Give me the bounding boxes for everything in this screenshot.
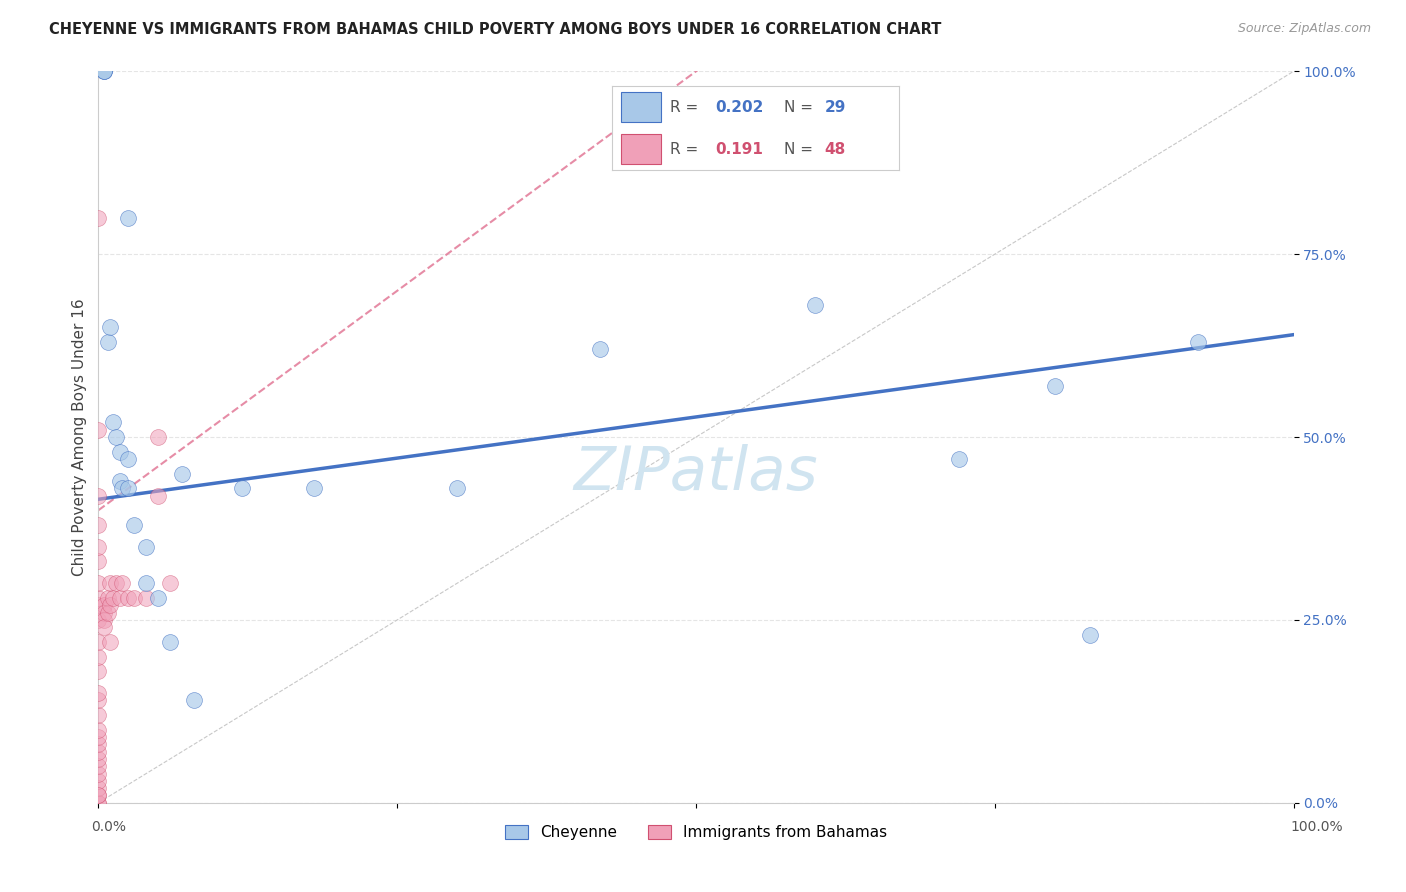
Point: [87, 423, 110, 437]
Point: [87, 730, 110, 744]
Point: [135, 576, 157, 591]
Point: [93, 613, 115, 627]
Point: [87, 211, 110, 225]
Point: [87, 745, 110, 759]
Point: [101, 416, 124, 430]
Point: [87, 599, 110, 613]
Point: [589, 343, 612, 357]
Point: [93, 64, 115, 78]
Point: [117, 211, 139, 225]
Point: [98, 320, 122, 334]
Legend: Cheyenne, Immigrants from Bahamas: Cheyenne, Immigrants from Bahamas: [499, 819, 893, 847]
Y-axis label: Child Poverty Among Boys Under 16: Child Poverty Among Boys Under 16: [72, 298, 87, 576]
Point: [135, 591, 157, 605]
Point: [87, 737, 110, 751]
Point: [87, 554, 110, 568]
Point: [93, 620, 115, 634]
Point: [87, 781, 110, 796]
Point: [108, 474, 131, 488]
Point: [87, 489, 110, 503]
Point: [87, 635, 110, 649]
Point: [446, 481, 468, 495]
Point: [98, 599, 122, 613]
Point: [87, 766, 110, 780]
Point: [124, 591, 146, 605]
Point: [93, 64, 115, 78]
Point: [148, 430, 170, 444]
Point: [93, 599, 115, 613]
Point: [1043, 379, 1066, 393]
Point: [87, 723, 110, 737]
Point: [87, 517, 110, 532]
Point: [87, 789, 110, 803]
Point: [93, 606, 115, 620]
Point: [87, 591, 110, 605]
Point: [87, 686, 110, 700]
Point: [98, 635, 122, 649]
Point: [101, 591, 124, 605]
Point: [135, 540, 157, 554]
Text: CHEYENNE VS IMMIGRANTS FROM BAHAMAS CHILD POVERTY AMONG BOYS UNDER 16 CORRELATIO: CHEYENNE VS IMMIGRANTS FROM BAHAMAS CHIL…: [49, 22, 942, 37]
Point: [948, 452, 970, 467]
Point: [87, 576, 110, 591]
Point: [117, 452, 139, 467]
Point: [87, 752, 110, 766]
Point: [159, 576, 181, 591]
Point: [87, 708, 110, 723]
Point: [108, 444, 131, 458]
Point: [124, 517, 146, 532]
Point: [97, 334, 120, 349]
Point: [1187, 334, 1209, 349]
Point: [87, 796, 110, 810]
Point: [87, 664, 110, 678]
Point: [117, 591, 139, 605]
Point: [148, 489, 170, 503]
Point: [117, 481, 139, 495]
Point: [97, 591, 120, 605]
Text: 0.0%: 0.0%: [91, 820, 127, 834]
Point: [87, 773, 110, 788]
Point: [93, 64, 115, 78]
Point: [87, 796, 110, 810]
Text: ZIPatlas: ZIPatlas: [574, 444, 818, 503]
Text: 100.0%: 100.0%: [1291, 820, 1343, 834]
Point: [105, 430, 128, 444]
Point: [87, 759, 110, 773]
Point: [159, 635, 181, 649]
Text: Source: ZipAtlas.com: Source: ZipAtlas.com: [1237, 22, 1371, 36]
Point: [172, 467, 194, 481]
Point: [108, 591, 131, 605]
Point: [97, 606, 120, 620]
Point: [148, 591, 170, 605]
Point: [87, 540, 110, 554]
Point: [183, 693, 205, 707]
Point: [105, 576, 128, 591]
Point: [804, 298, 827, 312]
Point: [302, 481, 325, 495]
Point: [87, 613, 110, 627]
Point: [1080, 627, 1102, 641]
Point: [111, 481, 134, 495]
Point: [231, 481, 253, 495]
Point: [98, 576, 122, 591]
Point: [87, 649, 110, 664]
Point: [87, 693, 110, 707]
Point: [87, 789, 110, 803]
Point: [111, 576, 134, 591]
